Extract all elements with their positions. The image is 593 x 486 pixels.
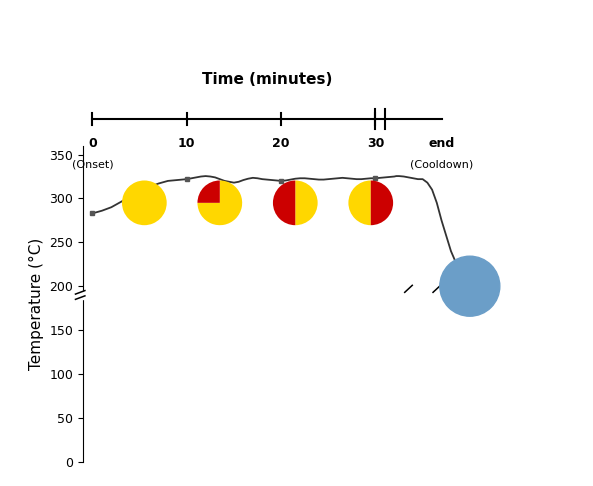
Wedge shape <box>273 180 295 225</box>
Wedge shape <box>295 180 318 225</box>
Bar <box>418 283 442 294</box>
Text: Time (minutes): Time (minutes) <box>202 72 332 87</box>
Circle shape <box>440 256 500 316</box>
Text: (Cooldown): (Cooldown) <box>410 160 473 170</box>
Text: (Onset): (Onset) <box>72 160 113 170</box>
Text: 10: 10 <box>178 137 196 150</box>
Text: end: end <box>428 137 455 150</box>
Wedge shape <box>197 180 242 225</box>
Wedge shape <box>122 180 167 225</box>
Text: 20: 20 <box>272 137 290 150</box>
Text: 30: 30 <box>367 137 384 150</box>
Wedge shape <box>349 180 371 225</box>
Bar <box>69 291 93 299</box>
Wedge shape <box>371 180 393 225</box>
Text: 0: 0 <box>88 137 97 150</box>
Y-axis label: Temperature (°C): Temperature (°C) <box>29 238 44 370</box>
Wedge shape <box>197 180 220 203</box>
